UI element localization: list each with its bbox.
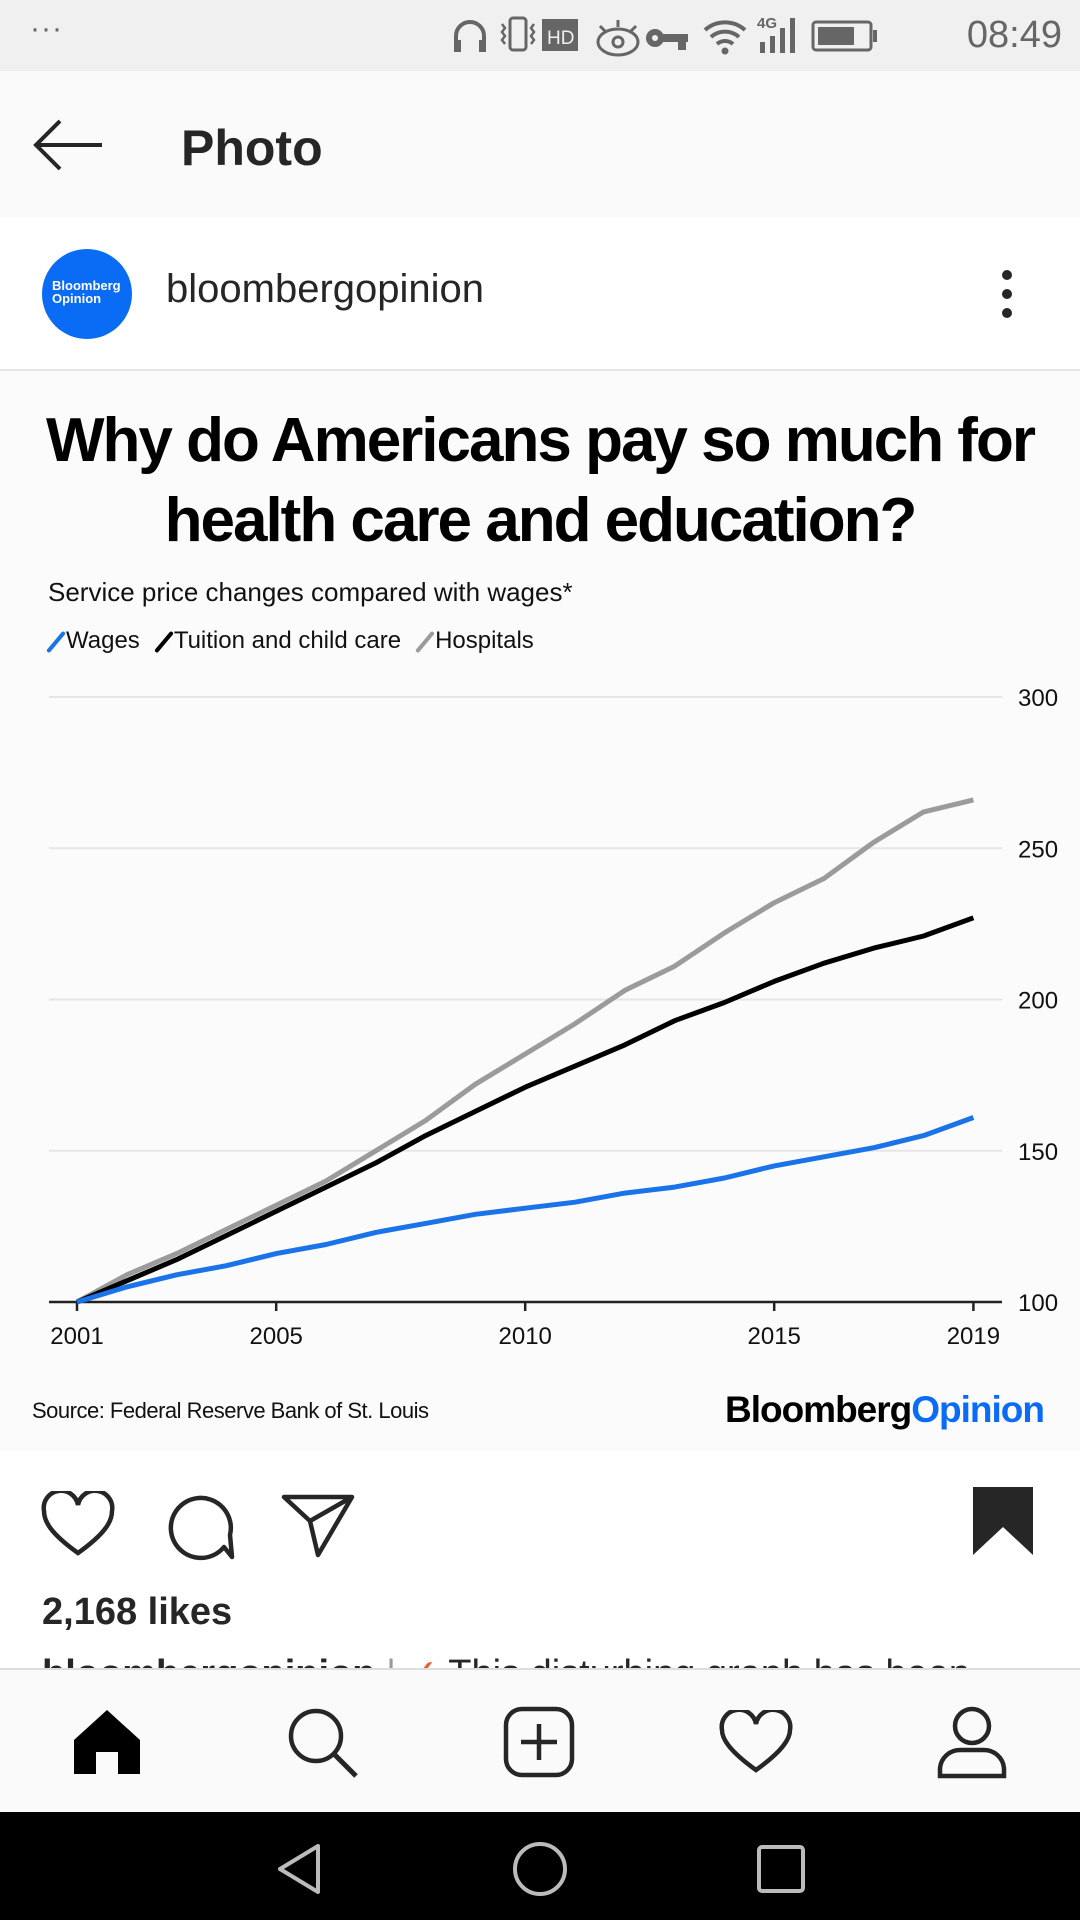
headphones-icon bbox=[454, 20, 486, 52]
system-nav-bar bbox=[0, 1812, 1080, 1920]
source-note: Source: Federal Reserve Bank of St. Loui… bbox=[32, 1398, 429, 1423]
clock: 08:49 bbox=[966, 14, 1062, 56]
x-tick-label: 2015 bbox=[748, 1323, 801, 1350]
comment-icon[interactable] bbox=[162, 1489, 236, 1563]
avatar-text: Bloomberg bbox=[52, 278, 121, 293]
post-image[interactable]: Why do Americans pay so much for health … bbox=[0, 371, 1080, 1451]
x-tick-label: 2010 bbox=[499, 1323, 552, 1350]
y-tick-label: 100 bbox=[1018, 1290, 1058, 1317]
activity-icon[interactable] bbox=[718, 1710, 794, 1776]
app-bar: Photo bbox=[0, 71, 1080, 217]
add-icon[interactable] bbox=[503, 1706, 575, 1778]
chart-title: Why do Americans pay so much for health … bbox=[0, 401, 1080, 561]
line-chart: 100 150 200 250 300 2001 2005 2010 2015 2019 bbox=[49, 685, 1058, 1350]
status-icons: HD 4G bbox=[454, 15, 877, 57]
send-icon[interactable] bbox=[280, 1491, 356, 1559]
signal-icon bbox=[760, 18, 795, 53]
x-tick-label: 2001 bbox=[50, 1323, 103, 1350]
vibrate-icon bbox=[500, 16, 536, 52]
profile-icon[interactable] bbox=[936, 1704, 1008, 1780]
avatar[interactable]: Bloomberg Opinion bbox=[42, 249, 132, 339]
home-icon[interactable] bbox=[72, 1706, 142, 1776]
network-label: 4G bbox=[757, 15, 777, 32]
status-bar: ··· HD 4G 08:49 bbox=[0, 0, 1080, 71]
arrow-left-icon[interactable] bbox=[30, 117, 110, 173]
x-tick-label: 2019 bbox=[947, 1323, 1000, 1350]
page-title: Photo bbox=[181, 120, 323, 176]
x-tick-label: 2005 bbox=[250, 1323, 303, 1350]
chart-title-text: Why do Americans pay so much for health … bbox=[46, 406, 1036, 555]
legend: Wages Tuition and child care Hospitals bbox=[46, 627, 534, 655]
username[interactable]: bloombergopinion bbox=[166, 267, 485, 311]
recents-icon[interactable] bbox=[756, 1844, 806, 1894]
wifi-icon bbox=[703, 20, 747, 55]
bloomberg-opinion-logo: BloombergOpinion bbox=[724, 1389, 1045, 1430]
legend-item-tuition: Tuition and child care bbox=[153, 627, 401, 655]
y-tick-label: 200 bbox=[1018, 988, 1058, 1015]
bottom-nav bbox=[0, 1668, 1080, 1812]
svg-text:HD: HD bbox=[547, 28, 574, 49]
battery-icon bbox=[811, 20, 877, 52]
likes-count[interactable]: 2,168 likes bbox=[42, 1591, 233, 1633]
y-tick-label: 250 bbox=[1018, 836, 1058, 863]
series-line-hospitals bbox=[75, 797, 974, 1305]
post-header: Bloomberg Opinion bloombergopinion bbox=[0, 217, 1080, 371]
notification-dots: ··· bbox=[30, 12, 63, 45]
heart-icon[interactable] bbox=[40, 1491, 116, 1561]
post-actions: 2,168 likes bloombergopinion | ✓ This di… bbox=[0, 1451, 1080, 1695]
kebab-icon[interactable] bbox=[995, 269, 1019, 319]
y-tick-label: 300 bbox=[1018, 685, 1058, 712]
home-circle-icon[interactable] bbox=[511, 1840, 569, 1898]
bookmark-icon[interactable] bbox=[970, 1485, 1036, 1557]
legend-item-hospitals: Hospitals bbox=[415, 627, 534, 655]
key-icon bbox=[646, 29, 688, 50]
chart-subtitle: Service price changes compared with wage… bbox=[48, 577, 573, 607]
back-icon[interactable] bbox=[274, 1842, 324, 1896]
search-icon[interactable] bbox=[286, 1706, 360, 1780]
hd-icon: HD bbox=[542, 19, 578, 51]
avatar-text: Opinion bbox=[52, 291, 102, 306]
series-line-wages bbox=[76, 1115, 975, 1305]
legend-item-wages: Wages bbox=[46, 627, 140, 655]
series-line-tuition-and-child-care bbox=[76, 915, 975, 1305]
y-tick-label: 150 bbox=[1018, 1139, 1058, 1166]
eye-icon bbox=[596, 20, 640, 57]
